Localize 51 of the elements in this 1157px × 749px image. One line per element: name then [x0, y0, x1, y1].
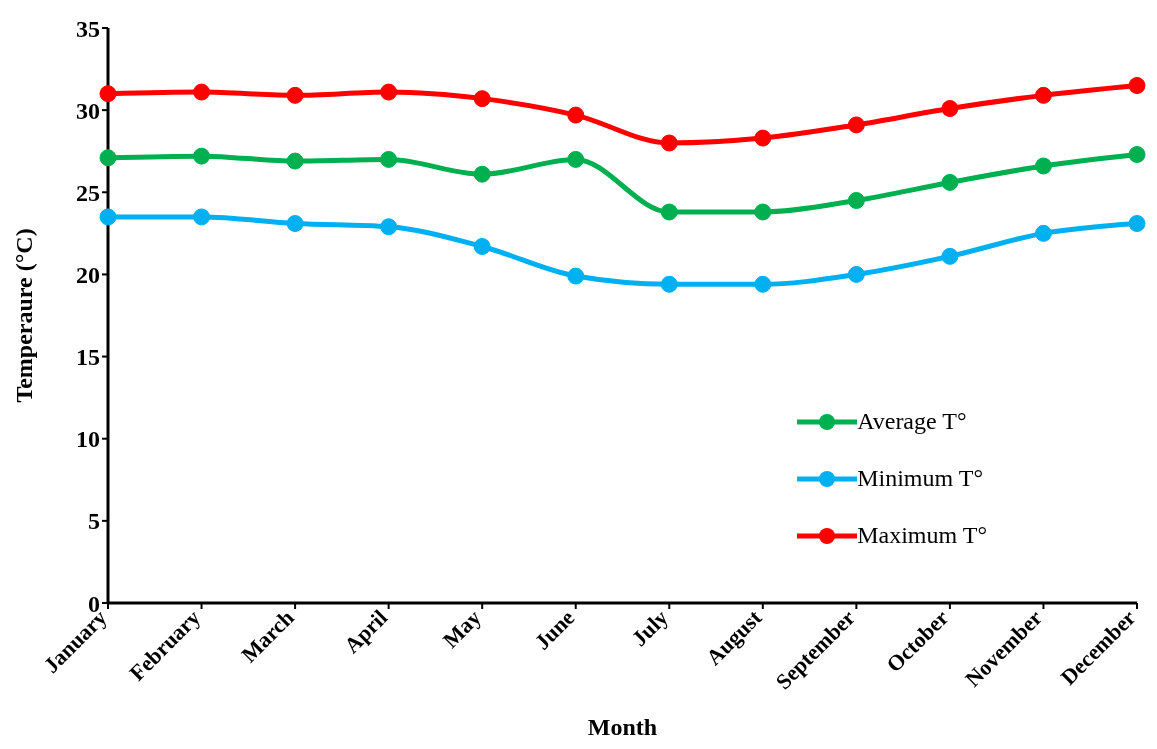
point: [473, 90, 491, 108]
point: [286, 86, 304, 104]
legend-label: Maximum T°: [857, 522, 987, 549]
point: [286, 215, 304, 232]
point: [1034, 157, 1052, 175]
point: [1034, 86, 1052, 104]
y-tick-label: 30: [76, 97, 100, 124]
y-tick-label: 15: [76, 344, 100, 371]
point: [1128, 146, 1146, 163]
point: [1034, 224, 1052, 242]
point: [567, 267, 585, 285]
x-tick-label: June: [529, 604, 580, 655]
y-axis-title: Temperaure (°C): [10, 228, 37, 403]
legend-label: Average T°: [857, 408, 967, 435]
point: [941, 173, 959, 191]
point: [567, 150, 585, 168]
point: [193, 208, 211, 226]
point: [99, 149, 117, 167]
point: [660, 275, 678, 293]
point: [847, 265, 865, 283]
point: [1128, 77, 1146, 94]
point: [847, 192, 865, 209]
point: [660, 134, 678, 152]
y-tick-label: 25: [76, 179, 100, 206]
point: [941, 247, 959, 265]
point: [1128, 215, 1146, 232]
point: [754, 203, 772, 221]
point: [754, 275, 772, 293]
point: [380, 218, 398, 236]
point: [193, 147, 211, 165]
point: [473, 165, 491, 183]
x-tick-label: July: [626, 604, 673, 652]
y-tick-label: 10: [76, 426, 100, 453]
x-axis-title: Month: [587, 714, 658, 740]
y-tick-label: 20: [76, 261, 100, 288]
point: [847, 116, 865, 134]
x-tick-label: May: [437, 604, 486, 653]
point: [473, 238, 491, 255]
point: [567, 106, 585, 124]
point: [286, 152, 304, 170]
point: [660, 203, 678, 221]
legend-label: Minimum T°: [857, 465, 984, 492]
point: [380, 83, 398, 101]
point: [754, 129, 772, 147]
point: [99, 85, 117, 103]
y-tick-label: 5: [88, 508, 100, 535]
point: [99, 208, 117, 226]
y-tick-label: 35: [76, 15, 100, 42]
point: [380, 150, 398, 168]
point: [941, 100, 959, 117]
point: [193, 83, 211, 101]
